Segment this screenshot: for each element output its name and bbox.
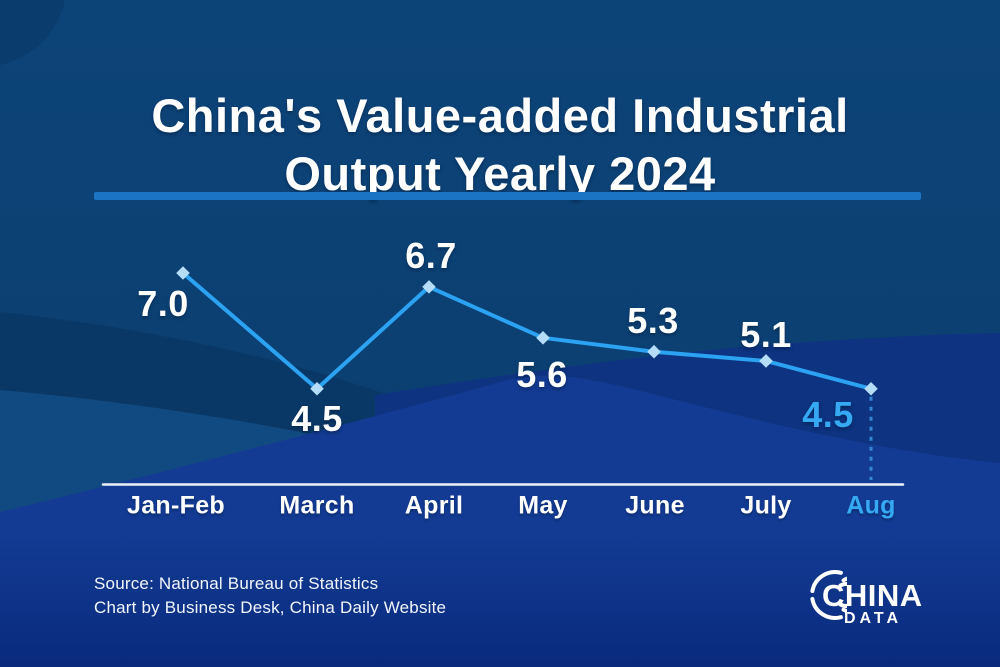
x-axis-label: July [740,491,792,520]
title-divider [94,192,921,200]
data-point-marker [176,266,190,280]
corner-shade [0,0,66,66]
source-note: Source: National Bureau of Statistics Ch… [94,572,446,620]
value-label: 5.6 [516,353,568,395]
page-title: China's Value-added Industrial Output Ye… [40,87,960,202]
value-label: 4.5 [291,397,343,439]
value-label: 5.3 [627,299,679,341]
source-line1: Source: National Bureau of Statistics [94,574,379,593]
x-axis-label: June [625,491,685,520]
page-title-line2: Output Yearly 2024 [284,146,716,200]
x-axis-label: May [518,491,568,520]
signal-arcs-icon [810,570,847,620]
data-point-marker [310,381,324,396]
x-axis-label: Aug [846,491,896,520]
logo-text-china: CHINA [822,578,923,613]
x-axis-label: April [404,491,464,520]
value-label: 6.7 [405,234,457,276]
x-axis-label: Jan-Feb [127,491,225,520]
x-axis-label: March [279,491,355,520]
chart-series-layer [176,266,878,480]
data-point-marker [864,381,878,396]
data-point-marker [422,280,436,294]
source-line2: Chart by Business Desk, China Daily Webs… [94,598,447,617]
value-label: 4.5 [802,393,854,435]
data-point-marker [647,344,661,359]
data-point-marker [536,331,550,345]
china-data-logo: CHINA DATA [801,569,931,631]
value-label: 7.0 [137,283,189,324]
page-title-line1: China's Value-added Industrial [151,89,849,143]
logo-text-data: DATA [844,610,903,627]
value-label: 5.1 [740,313,792,355]
background-wave-royal-front [0,375,1000,667]
data-point-marker [759,354,773,368]
